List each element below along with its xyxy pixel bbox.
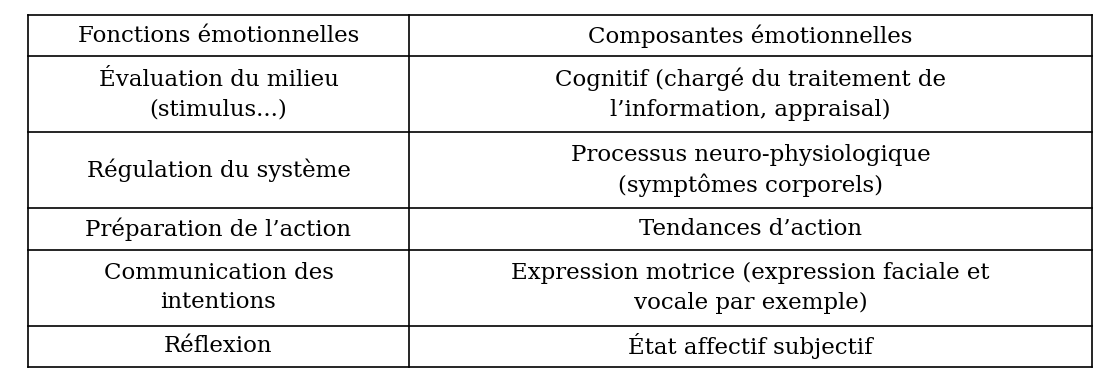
Text: Régulation du système: Régulation du système bbox=[86, 159, 351, 182]
Text: Préparation de l’action: Préparation de l’action bbox=[85, 217, 352, 241]
Text: Composantes émotionnelles: Composantes émotionnelles bbox=[588, 24, 913, 48]
Text: Évaluation du milieu
(stimulus...): Évaluation du milieu (stimulus...) bbox=[99, 69, 338, 120]
Text: Processus neuro-physiologique
(symptômes corporels): Processus neuro-physiologique (symptômes… bbox=[571, 144, 931, 197]
Text: Tendances d’action: Tendances d’action bbox=[638, 218, 862, 240]
Text: Cognitif (chargé du traitement de
l’information, appraisal): Cognitif (chargé du traitement de l’info… bbox=[554, 68, 946, 121]
Text: Réflexion: Réflexion bbox=[165, 335, 272, 357]
Text: Fonctions émotionnelles: Fonctions émotionnelles bbox=[77, 25, 360, 47]
Text: Communication des
intentions: Communication des intentions bbox=[103, 262, 334, 313]
Text: État affectif subjectif: État affectif subjectif bbox=[628, 333, 872, 359]
Text: Expression motrice (expression faciale et
vocale par exemple): Expression motrice (expression faciale e… bbox=[511, 262, 990, 314]
